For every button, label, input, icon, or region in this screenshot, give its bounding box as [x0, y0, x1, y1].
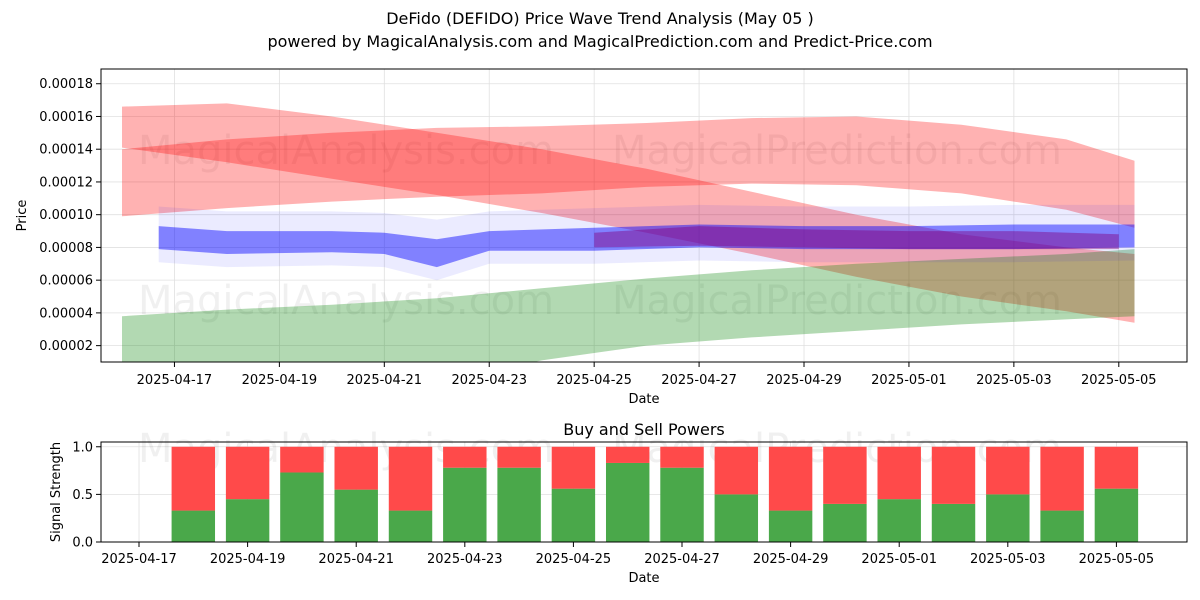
- buy-bar: [605, 462, 650, 542]
- y-tick-label: 0.00004: [39, 306, 93, 321]
- purple-band: [594, 226, 1119, 250]
- buy-bar: [931, 503, 976, 542]
- plot-frame: [100, 441, 1188, 543]
- red-band: [122, 103, 1135, 323]
- y-tick-label: 0.00002: [39, 339, 93, 354]
- x-tick-label: 2025-04-17: [101, 552, 177, 567]
- y-axis-label: Price: [15, 200, 30, 232]
- y-tick-label: 0.00014: [39, 143, 93, 158]
- buy-bar: [443, 467, 487, 542]
- buy-bar: [1040, 510, 1084, 542]
- x-tick-label: 2025-04-25: [556, 373, 632, 388]
- sell-bar: [334, 446, 378, 490]
- watermark-text: MagicalAnalysis.com: [138, 128, 554, 174]
- blue-band: [158, 224, 1135, 268]
- y-tick-label: 0.0: [72, 536, 93, 551]
- buy-bar: [1094, 488, 1139, 542]
- sell-bar: [660, 446, 704, 468]
- y-tick-label: 1.0: [72, 440, 93, 455]
- x-tick-label: 2025-04-29: [766, 373, 842, 388]
- signal-chart: MagicalAnalysis.comMagicalPrediction.com…: [49, 420, 1188, 586]
- watermark-text: MagicalAnalysis.com: [138, 278, 554, 324]
- x-axis-label: Date: [628, 571, 659, 586]
- buy-bar: [225, 499, 270, 542]
- buy-bar: [660, 467, 704, 542]
- sell-bar: [1094, 446, 1139, 489]
- sell-bar: [714, 446, 759, 495]
- sell-bar: [388, 446, 433, 511]
- buy-bar: [986, 494, 1030, 542]
- y-tick-label: 0.00006: [39, 274, 93, 289]
- x-tick-label: 2025-05-05: [1081, 373, 1157, 388]
- price-chart: MagicalAnalysis.com MagicalPrediction.com…: [15, 68, 1188, 407]
- sell-bar: [225, 446, 270, 500]
- y-tick-label: 0.5: [72, 488, 93, 503]
- sell-bar: [1040, 446, 1084, 511]
- x-tick-label: 2025-04-27: [644, 552, 720, 567]
- buy-bar: [497, 467, 541, 542]
- buy-bar: [768, 510, 813, 542]
- watermark-text: MagicalPrediction.com: [612, 278, 1062, 324]
- x-tick-label: 2025-04-23: [427, 552, 503, 567]
- chart-title: DeFido (DEFIDO) Price Wave Trend Analysi…: [386, 9, 814, 28]
- chart-subtitle: powered by MagicalAnalysis.com and Magic…: [267, 32, 933, 51]
- sell-bar: [443, 446, 487, 468]
- x-tick-label: 2025-04-25: [536, 552, 612, 567]
- buy-bar: [823, 503, 867, 542]
- buy-bar: [334, 489, 378, 542]
- green-band: [122, 249, 1135, 362]
- x-tick-label: 2025-04-27: [661, 373, 737, 388]
- sell-bar: [823, 446, 867, 504]
- buy-bar: [714, 494, 759, 542]
- buy-bar: [877, 499, 921, 542]
- sell-bar: [605, 446, 650, 463]
- sell-bar: [986, 446, 1030, 495]
- x-tick-label: 2025-05-01: [871, 373, 947, 388]
- x-tick-label: 2025-05-01: [861, 552, 937, 567]
- sell-bar: [931, 446, 976, 504]
- x-tick-label: 2025-04-17: [137, 373, 213, 388]
- y-tick-label: 0.00016: [39, 110, 93, 125]
- x-tick-label: 2025-04-21: [347, 373, 423, 388]
- sell-bar: [768, 446, 813, 511]
- x-tick-label: 2025-04-29: [753, 552, 829, 567]
- y-tick-label: 0.00012: [39, 175, 93, 190]
- buy-bar: [388, 510, 433, 542]
- y-axis-label: Signal Strength: [49, 442, 64, 542]
- buy-bar: [551, 488, 596, 542]
- x-tick-label: 2025-04-19: [242, 373, 318, 388]
- sell-bar: [877, 446, 921, 500]
- buy-bar: [171, 510, 216, 542]
- x-axis-label: Date: [628, 392, 659, 407]
- signal-chart-title: Buy and Sell Powers: [563, 420, 725, 439]
- x-tick-label: 2025-04-21: [318, 552, 394, 567]
- red-band: [122, 116, 1135, 228]
- x-tick-label: 2025-04-23: [451, 373, 527, 388]
- buy-bar: [280, 472, 324, 542]
- x-tick-label: 2025-04-19: [210, 552, 286, 567]
- y-tick-label: 0.00010: [39, 208, 93, 223]
- bands: [122, 103, 1135, 362]
- y-tick-label: 0.00018: [39, 77, 93, 92]
- blue-band-halo: [158, 204, 1135, 281]
- sell-bar: [551, 446, 596, 489]
- x-tick-label: 2025-05-05: [1079, 552, 1155, 567]
- sell-bar: [497, 446, 541, 468]
- y-tick-label: 0.00008: [39, 241, 93, 256]
- sell-bar: [171, 446, 216, 511]
- watermark-text: MagicalPrediction.com: [612, 128, 1062, 174]
- sell-bar: [280, 446, 324, 473]
- plot-frame: [100, 68, 1188, 363]
- x-tick-label: 2025-05-03: [976, 373, 1052, 388]
- x-tick-label: 2025-05-03: [970, 552, 1046, 567]
